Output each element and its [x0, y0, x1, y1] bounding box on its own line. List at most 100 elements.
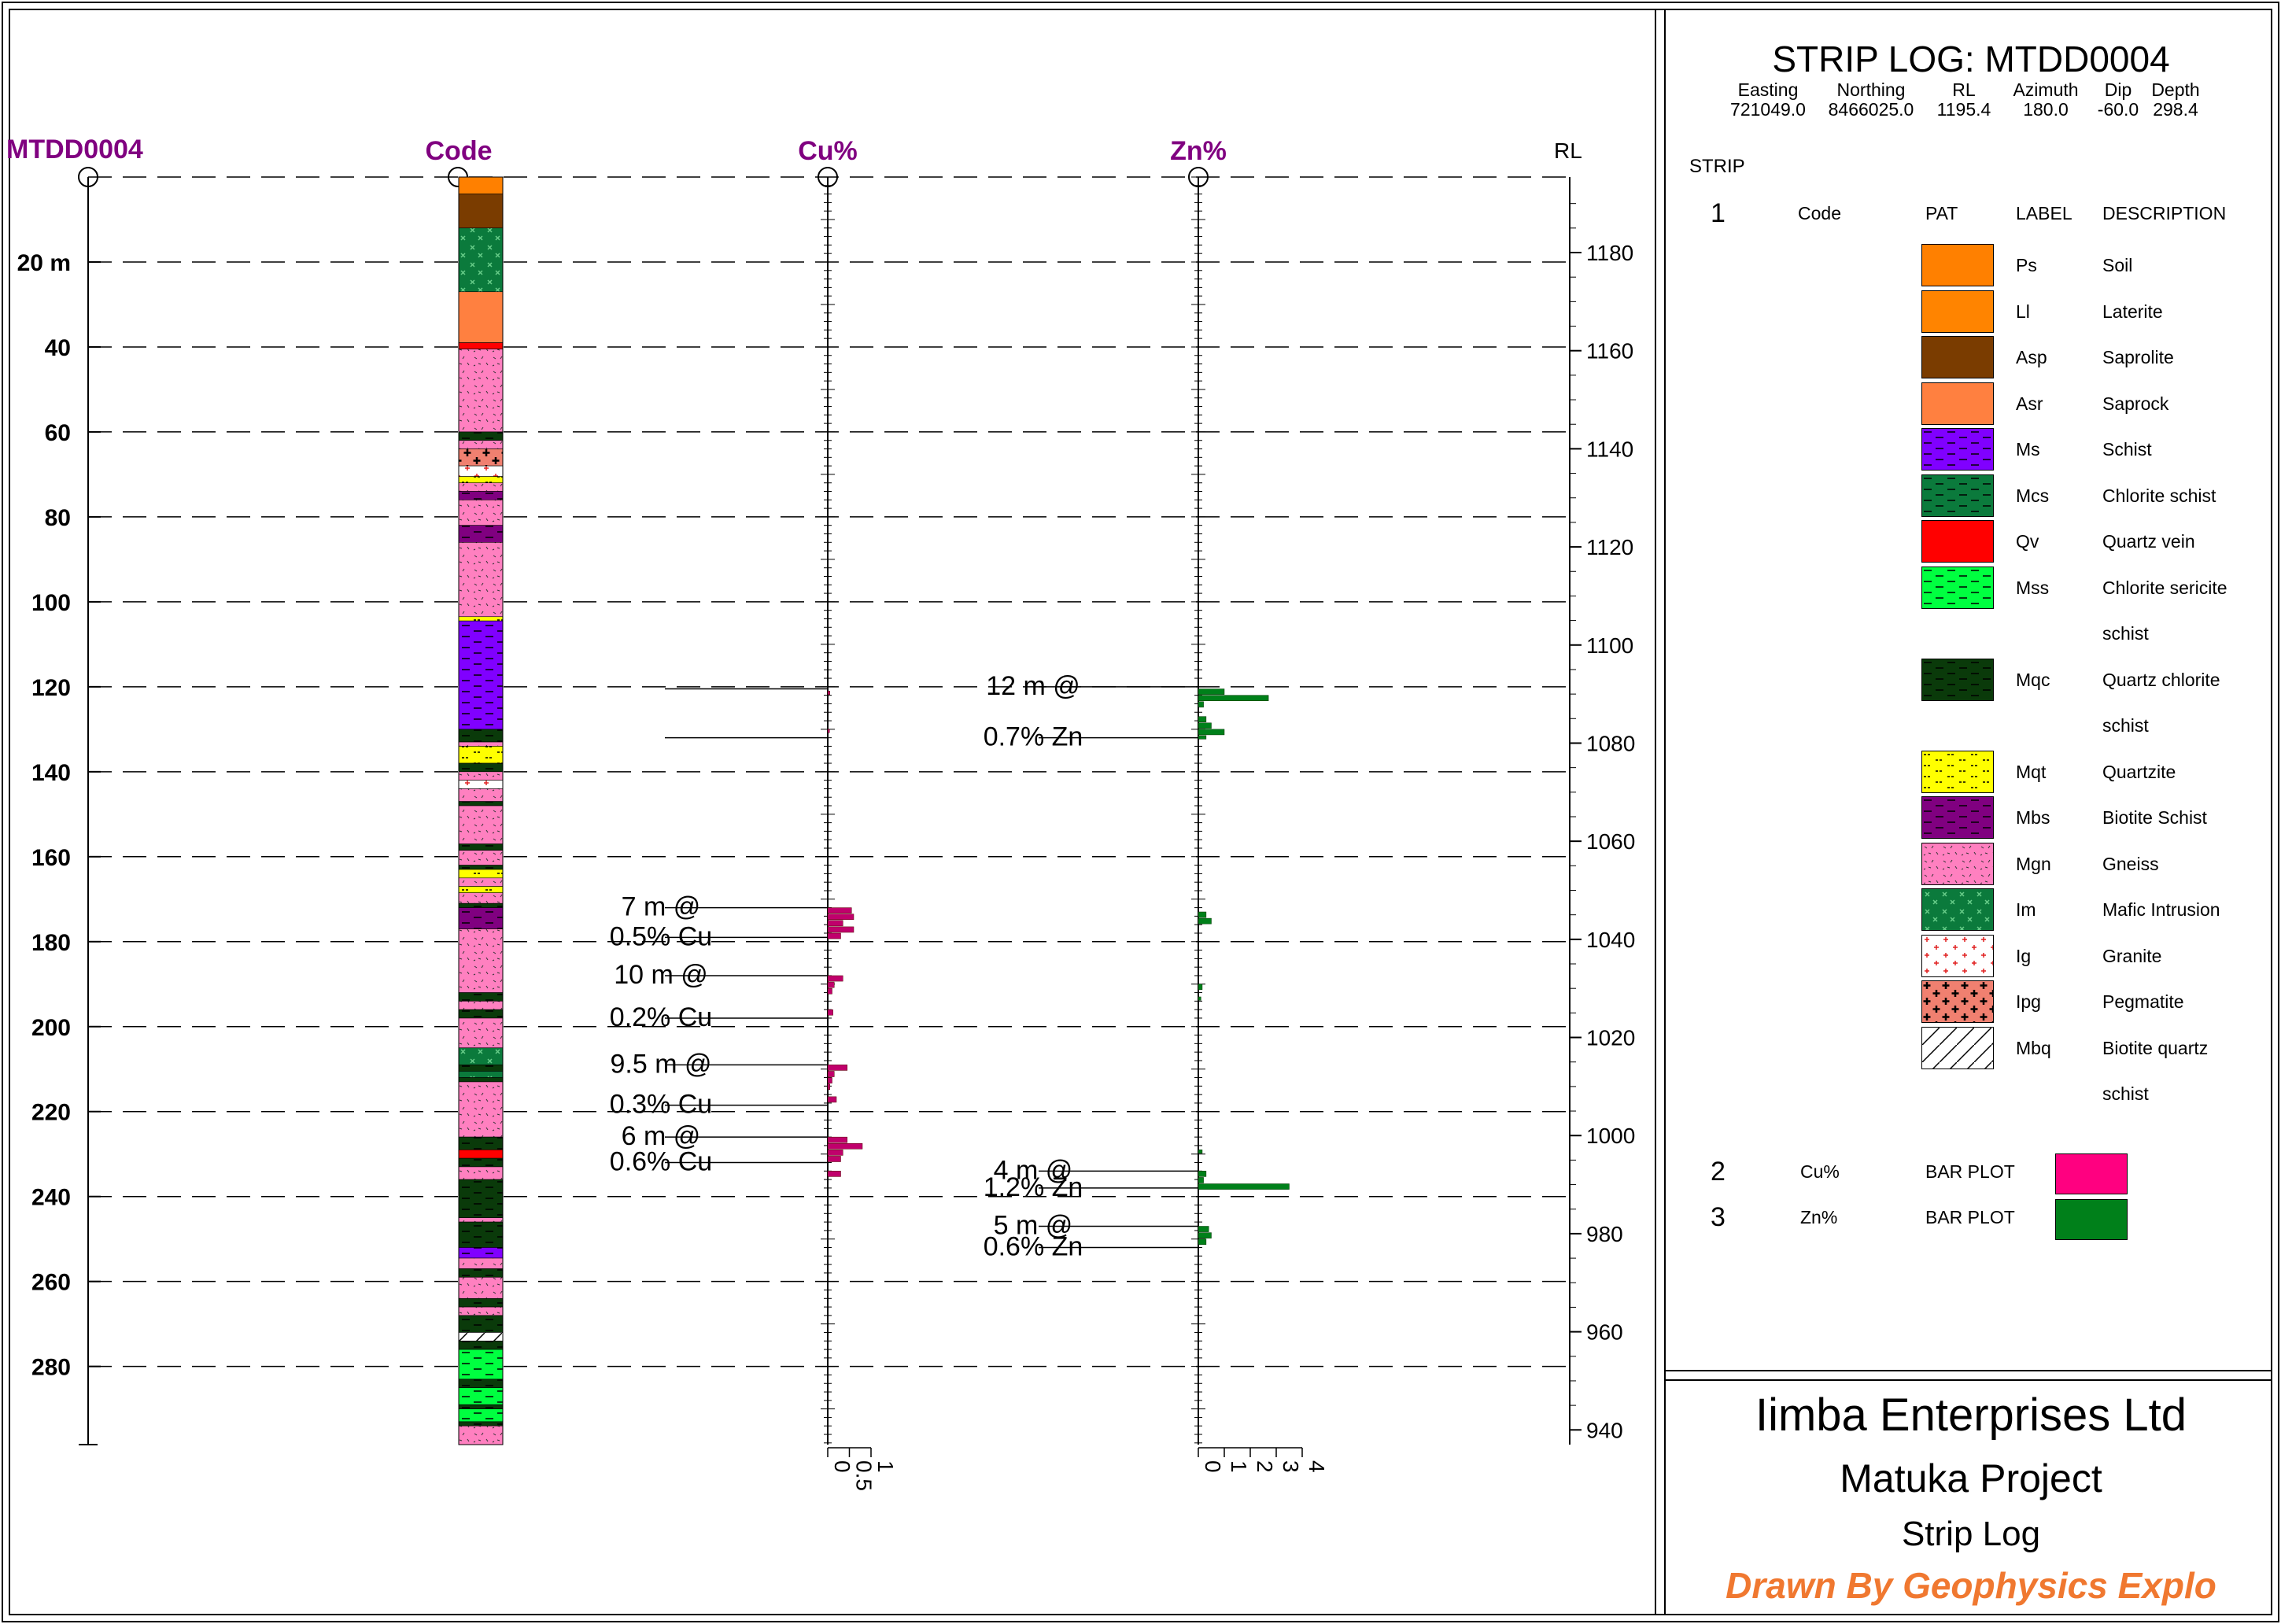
code-track-title: Code	[426, 136, 493, 166]
rl-tick-label: 960	[1586, 1320, 1623, 1345]
zn-bottom-tick-label: 1	[1227, 1460, 1251, 1473]
legend-swatch-fill	[1922, 659, 1993, 700]
company-name: Iimba Enterprises Ltd	[1755, 1390, 2187, 1441]
legend-swatch	[1921, 566, 1994, 609]
depth-tick-label: 260	[31, 1270, 71, 1296]
cu-bar	[827, 1096, 837, 1103]
legend-swatch-fill	[1922, 567, 1993, 608]
legend-description: Soil	[2102, 255, 2133, 275]
lithology-interval-mss	[458, 1387, 504, 1405]
lithology-interval-mqc	[458, 801, 504, 806]
lithology-interval-asr	[458, 291, 504, 343]
legend-swatch-fill	[1922, 751, 1993, 792]
cu-bar	[827, 1156, 841, 1162]
lithology-interval-mgn	[458, 1081, 504, 1138]
collar-column: RL 1195.4	[1917, 80, 2011, 120]
lithology-interval-mgn	[458, 1001, 504, 1010]
cu-bar	[827, 1009, 833, 1016]
zn-bar	[1198, 729, 1225, 736]
strip-log-title: STRIP LOG: MTDD0004	[1772, 39, 2170, 79]
lithology-interval-mqc	[458, 729, 504, 743]
lithology-interval-mqt	[458, 746, 504, 764]
cu-interval-label-2: 0.2% Cu	[610, 1002, 712, 1032]
cu-bar	[827, 907, 852, 914]
lithology-interval-mqc	[458, 1297, 504, 1308]
legend-item-mbs: Mbs Biotite Schist	[1676, 796, 2274, 840]
zn-interval-label-1: 12 m @	[986, 671, 1080, 701]
depth-tick-label: 100	[31, 590, 71, 616]
legend-item-ipg: Ipg Pegmatite	[1676, 980, 2274, 1024]
zn-interval-label-2: 1.2% Zn	[984, 1172, 1083, 1202]
cu-bar	[827, 1071, 835, 1077]
cu-bar	[827, 914, 854, 921]
collar-value: 8466025.0	[1828, 99, 1914, 120]
legend-item-mss: Mss Chlorite sericite schist	[1676, 566, 2274, 644]
lithology-interval-mbs	[458, 491, 504, 500]
legend-description: Chlorite sericite	[2102, 577, 2227, 598]
legend-swatch	[1921, 244, 1994, 286]
legend-item-mcs: Mcs Chlorite schist	[1676, 474, 2274, 519]
legend-swatch-fill	[1922, 843, 1993, 884]
collar-header: Depth	[2151, 79, 2200, 100]
cu-bar	[827, 932, 841, 939]
legend-label: Mgn	[2016, 853, 2051, 874]
legend-description: Schist	[2102, 439, 2152, 460]
collar-column: Easting 721049.0	[1721, 80, 1815, 120]
lithology-interval-mgn	[458, 892, 504, 904]
legend-label: Mbq	[2016, 1037, 2051, 1058]
legend-label: Ipg	[2016, 991, 2041, 1012]
legend-description: Gneiss	[2102, 853, 2159, 874]
legend-description: Pegmatite	[2102, 991, 2184, 1012]
zn-bottom-tick-label: 3	[1279, 1460, 1303, 1473]
project-name: Matuka Project	[1840, 1456, 2102, 1500]
legend-swatch	[1921, 750, 1994, 793]
lithology-interval-ms	[458, 620, 504, 730]
cu-bottom-tick-label: 0.5	[852, 1460, 877, 1491]
lithology-column-outline	[458, 176, 504, 1445]
lithology-interval-mgn	[458, 928, 504, 993]
lithology-interval-mgn	[458, 1425, 504, 1445]
legend-label: Qv	[2016, 531, 2039, 552]
cu-interval-label-1: 6 m @	[622, 1121, 701, 1151]
legend-description: Quartz chlorite	[2102, 669, 2220, 690]
legend-description: Saprock	[2102, 393, 2169, 414]
zn-bar	[1198, 1183, 1290, 1190]
zn-bar	[1198, 695, 1269, 702]
lithology-interval-mgn	[458, 741, 504, 747]
lithology-interval-mqc	[458, 1421, 504, 1427]
legend-item-mbq: Mbq Biotite quartz schist	[1676, 1026, 2274, 1104]
legend-swatch-fill	[1922, 797, 1993, 838]
lithology-interval-ipg	[458, 448, 504, 467]
cu-track-title: Cu%	[798, 136, 858, 166]
lithology-interval-mgn	[458, 440, 504, 449]
lithology-interval-mgn	[458, 500, 504, 526]
legend-item-mqc: Mqc Quartz chlorite schist	[1676, 658, 2274, 736]
zn-bar	[1198, 911, 1207, 918]
cu-bottom-tick-label: 1	[873, 1460, 898, 1473]
bar-strip-swatch	[2055, 1199, 2128, 1240]
lithology-interval-ms	[458, 1247, 504, 1259]
collar-column: Depth 298.4	[2128, 80, 2223, 120]
legend-swatch	[1921, 658, 1994, 701]
lithology-interval-mqc	[458, 1221, 504, 1248]
legend-label: Asr	[2016, 393, 2043, 414]
bar-strip-number: 3	[1711, 1202, 1726, 1232]
cu-bar	[827, 729, 830, 733]
legend-swatch	[1921, 934, 1994, 977]
cu-interval-label-2: 0.3% Cu	[610, 1090, 712, 1120]
lithology-interval-mgn	[458, 1166, 504, 1180]
lithology-interval-mgn	[458, 805, 504, 844]
collar-column: Azimuth 180.0	[1999, 80, 2093, 120]
cu-bar	[827, 1083, 830, 1090]
lithology-interval-mqt	[458, 869, 504, 879]
legend-swatch	[1921, 980, 1994, 1023]
collar-header: Azimuth	[2013, 79, 2079, 100]
zn-bottom-tick-label: 2	[1253, 1460, 1277, 1473]
lithology-interval-qv	[458, 342, 504, 349]
zn-interval-label-1: 5 m @	[994, 1211, 1073, 1241]
legend-label: Mqc	[2016, 669, 2050, 690]
zn-bottom-tick-label: 0	[1201, 1460, 1225, 1473]
legend-label: Ig	[2016, 945, 2032, 966]
legend-item-mgn: Mgn Gneiss	[1676, 842, 2274, 887]
